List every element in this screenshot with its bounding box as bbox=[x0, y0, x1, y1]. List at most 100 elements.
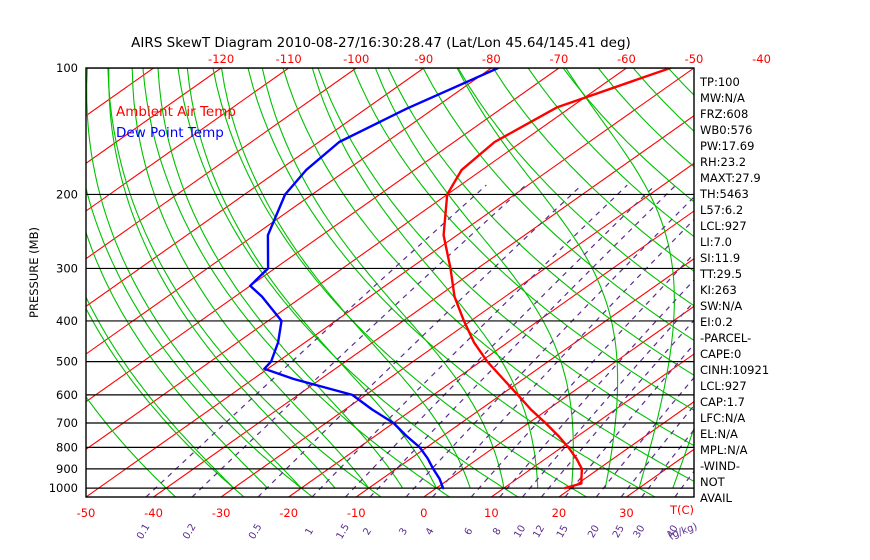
dry-adiabat-line bbox=[317, 68, 694, 447]
sidebar-index-item: RH:23.2 bbox=[700, 155, 746, 169]
saturated-adiabat-line bbox=[565, 68, 675, 489]
mixing-ratio-tick-label: 1 bbox=[303, 526, 316, 537]
top-temp-tick-label: -80 bbox=[482, 52, 501, 66]
isotherm-line bbox=[762, 68, 870, 497]
sidebar-index-item: LCL:927 bbox=[700, 379, 747, 393]
mixing-ratio-tick-label: 30 bbox=[632, 523, 648, 540]
pressure-tick-label: 500 bbox=[56, 355, 78, 369]
sidebar-index-item: LFC:N/A bbox=[700, 411, 745, 425]
mixing-ratio-tick-label: 6 bbox=[463, 526, 476, 537]
mixing-ratio-line bbox=[540, 319, 694, 497]
dry-adiabat-line bbox=[422, 68, 694, 342]
bottom-temp-axis: -50 -40 -30 -20 -10 0 10 20 30 T(C) bbox=[77, 503, 694, 520]
pressure-tick-label: 1000 bbox=[49, 481, 78, 495]
profile-layer bbox=[249, 68, 672, 490]
mixing-ratio-tick-label: 0.5 bbox=[247, 522, 264, 541]
sidebar-index-item: -PARCEL- bbox=[700, 331, 751, 345]
dry-adiabat-line bbox=[738, 68, 870, 497]
legend: Ambient Air Temp Dew Point Temp bbox=[116, 104, 236, 141]
mixing-ratio-line bbox=[564, 343, 694, 497]
mixing-ratio-line bbox=[145, 184, 487, 497]
mixing-ratio-line bbox=[405, 196, 694, 497]
top-temp-tick-label: -40 bbox=[752, 52, 771, 66]
mixing-ratio-line bbox=[344, 184, 656, 497]
mixing-ratio-tick-label: 0.2 bbox=[181, 522, 198, 541]
isotherm-line bbox=[86, 68, 560, 403]
sidebar-indices: TP:100 MW:N/A FRZ:608 WB0:576 PW:17.69 RH:23.… bbox=[699, 75, 769, 505]
sidebar-index-item: -WIND- bbox=[700, 459, 740, 473]
saturated-adiabat-line bbox=[86, 230, 268, 489]
text-layer: AIRS SkewT Diagram 2010-08-27/16:30:28.4… bbox=[131, 35, 631, 51]
saturated-adiabat-line bbox=[220, 68, 471, 489]
dry-adiabat-line bbox=[457, 68, 694, 307]
dry-adiabat-line bbox=[86, 186, 313, 497]
isotherm-line bbox=[86, 68, 627, 451]
isotherm-line bbox=[86, 68, 357, 260]
top-temp-tick-label: -90 bbox=[414, 52, 433, 66]
sidebar-index-item: WB0:576 bbox=[700, 123, 752, 137]
grid-layer bbox=[86, 68, 870, 497]
bottom-temp-tick-label: 0 bbox=[420, 506, 427, 520]
saturated-adiabat-line bbox=[186, 68, 437, 489]
isotherm-line bbox=[288, 210, 694, 497]
mixing-ratio-tick-label: 1.5 bbox=[335, 522, 352, 541]
dry-adiabat-line bbox=[808, 68, 870, 497]
sidebar-index-item: CAPE:0 bbox=[700, 347, 741, 361]
sidebar-index-item: PW:17.69 bbox=[700, 139, 754, 153]
page-title: AIRS SkewT Diagram 2010-08-27/16:30:28.4… bbox=[131, 35, 631, 51]
bottom-temp-tick-label: 20 bbox=[552, 506, 567, 520]
pressure-tick-label: 600 bbox=[56, 388, 78, 402]
dry-adiabat-line bbox=[86, 307, 245, 497]
mixing-ratio-line bbox=[257, 184, 583, 497]
dry-adiabat-line bbox=[177, 68, 519, 497]
saturated-adiabat-line bbox=[672, 426, 694, 489]
top-temp-tick-label: -110 bbox=[276, 52, 302, 66]
mixing-ratio-line bbox=[369, 184, 677, 497]
pressure-tick-label: 100 bbox=[56, 61, 78, 75]
mixing-ratio-tick-label: 4 bbox=[424, 526, 437, 537]
mixing-ratio-line bbox=[499, 279, 694, 497]
isotherm-line bbox=[86, 68, 694, 497]
mixing-ratio-line bbox=[522, 300, 694, 497]
isotherm-line bbox=[86, 68, 289, 212]
sidebar-index-item: MW:N/A bbox=[700, 91, 745, 105]
bottom-temp-tick-label: -50 bbox=[77, 506, 96, 520]
pressure-axis-label: PRESSURE (MB) bbox=[27, 227, 41, 318]
isotherm-line bbox=[829, 68, 870, 497]
pressure-tick-label: 300 bbox=[56, 261, 78, 275]
mixing-ratio-tick-label: 3 bbox=[397, 526, 410, 537]
top-temp-axis: -120 -110 -100 -90 -80 -70 -60 -50 -40 bbox=[208, 52, 771, 66]
sidebar-index-item: EI:0.2 bbox=[700, 315, 733, 329]
mixing-ratio-tick-label: 25 bbox=[611, 523, 627, 540]
pressure-tick-label: 700 bbox=[56, 416, 78, 430]
top-temp-tick-label: -120 bbox=[208, 52, 234, 66]
mixing-ratio-tick-label: 15 bbox=[555, 524, 571, 541]
sidebar-index-item: TP:100 bbox=[699, 75, 740, 89]
bottom-temp-tick-label: -40 bbox=[144, 506, 163, 520]
dry-adiabat-line bbox=[387, 68, 694, 376]
dry-adiabat-line bbox=[492, 68, 694, 272]
sidebar-index-item: EL:N/A bbox=[700, 427, 738, 441]
dry-adiabat-line bbox=[667, 68, 694, 96]
isotherm-line bbox=[86, 68, 222, 165]
dry-adiabat-line bbox=[843, 68, 870, 497]
isotherm-line bbox=[423, 305, 694, 497]
saturated-adiabat-line bbox=[131, 68, 370, 489]
dry-adiabat-line bbox=[282, 68, 694, 482]
temp-axis-label: T(C) bbox=[669, 503, 694, 517]
top-temp-tick-label: -60 bbox=[617, 52, 636, 66]
sidebar-index-item: AVAIL bbox=[700, 491, 733, 505]
bottom-temp-tick-label: -10 bbox=[347, 506, 366, 520]
dry-adiabat-line bbox=[352, 68, 694, 411]
saturated-adiabat-line bbox=[456, 68, 619, 489]
sidebar-index-item: NOT bbox=[700, 475, 726, 489]
isotherm-line bbox=[86, 68, 87, 69]
pressure-tick-label: 400 bbox=[56, 314, 78, 328]
isotherm-line bbox=[491, 353, 694, 497]
mixing-ratio-tick-label: 0.1 bbox=[135, 522, 152, 541]
mixing-ratio-line bbox=[470, 252, 694, 497]
sidebar-index-item: MAXT:27.9 bbox=[700, 171, 761, 185]
sidebar-index-item: FRZ:608 bbox=[700, 107, 748, 121]
